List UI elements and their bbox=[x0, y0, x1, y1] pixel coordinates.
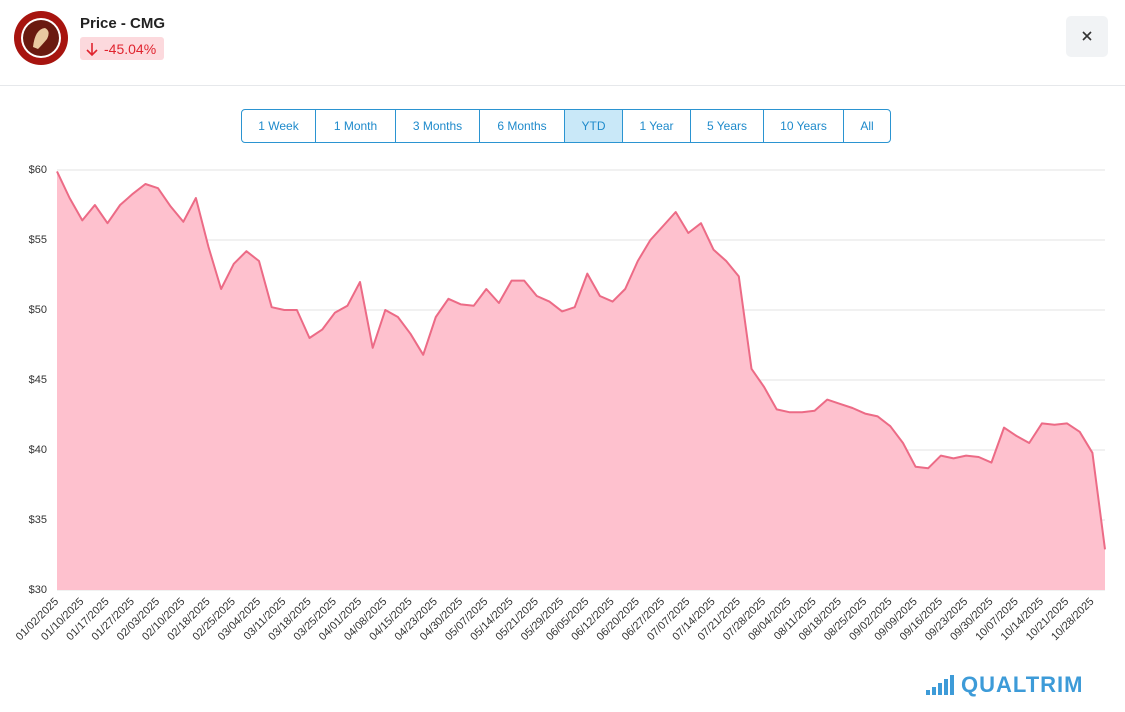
title: Price - CMG bbox=[80, 15, 166, 32]
header: Price - CMG -45.04% bbox=[0, 0, 1125, 86]
range-button[interactable]: 5 Years bbox=[690, 110, 763, 142]
range-button[interactable]: YTD bbox=[564, 110, 622, 142]
change-value: -45.04% bbox=[104, 40, 157, 57]
range-button[interactable]: 6 Months bbox=[479, 110, 564, 142]
down-arrow bbox=[86, 42, 98, 56]
close-button[interactable] bbox=[1066, 16, 1108, 57]
y-tick-label: $35 bbox=[29, 514, 47, 526]
y-tick-label: $60 bbox=[29, 164, 47, 176]
brand: QUALTRIM bbox=[926, 672, 1083, 698]
price-area bbox=[57, 171, 1105, 590]
y-tick-label: $50 bbox=[29, 304, 47, 316]
price-line bbox=[56, 170, 1106, 550]
range-button[interactable]: 1 Month bbox=[315, 110, 395, 142]
y-tick-label: $30 bbox=[29, 584, 47, 596]
logo bbox=[14, 11, 68, 65]
close-icon bbox=[1082, 31, 1092, 41]
y-tick-label: $40 bbox=[29, 444, 47, 456]
range-button[interactable]: 1 Week bbox=[258, 119, 299, 133]
brand-icon bbox=[926, 675, 954, 695]
y-tick-label: $45 bbox=[29, 374, 47, 386]
range-button[interactable]: 1 Year bbox=[622, 110, 690, 142]
logo-figure bbox=[33, 28, 49, 49]
range-button[interactable]: 10 Years bbox=[763, 110, 843, 142]
y-tick-label: $55 bbox=[29, 234, 47, 246]
brand-name: QUALTRIM bbox=[961, 672, 1084, 697]
range-selector: 1 Week 1 Month 3 Months 6 Months YTD 1 Year 5 … bbox=[241, 109, 891, 143]
range-button[interactable]: All bbox=[843, 110, 890, 142]
range-button[interactable]: 3 Months bbox=[395, 110, 479, 142]
change-badge: -45.04% bbox=[80, 37, 165, 60]
